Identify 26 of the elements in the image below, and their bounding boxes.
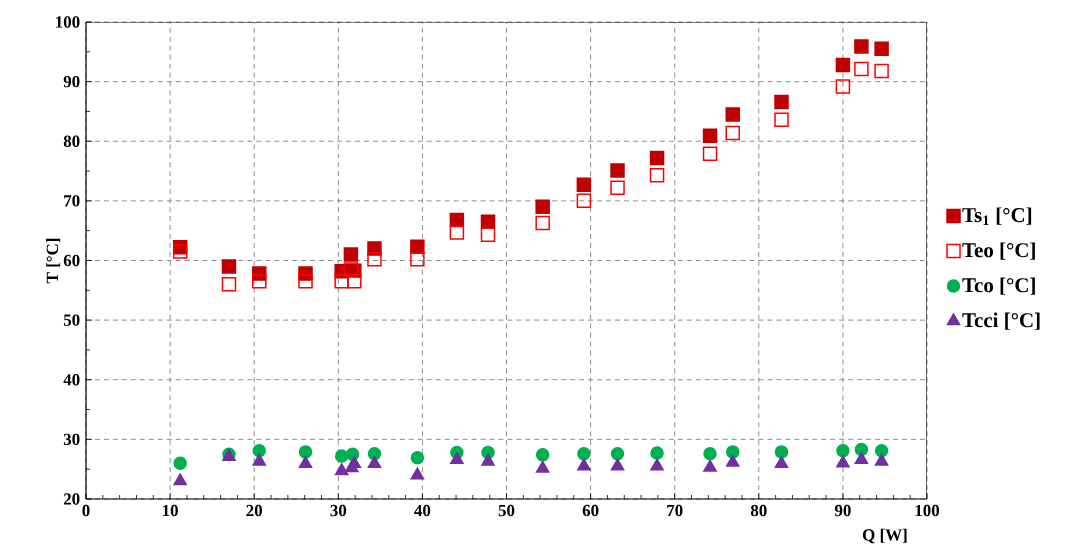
x-tick-label: 10: [163, 504, 178, 517]
x-axis-title: Q [W]: [862, 528, 907, 544]
y-tick-label: 100: [56, 16, 80, 28]
x-tick-label: 30: [330, 504, 347, 517]
x-tick-label: 70: [667, 504, 683, 517]
x-tick-label: 80: [750, 504, 767, 517]
x-tick-label: 40: [414, 504, 431, 517]
legend-label: Tco [°C]: [962, 277, 1035, 295]
y-tick-label: 70: [64, 195, 80, 207]
y-tick-label: 40: [63, 374, 80, 386]
y-tick-label: 50: [63, 314, 80, 326]
legend-label: Teo [°C]: [962, 242, 1035, 260]
x-tick-label: 90: [834, 504, 851, 517]
y-tick-label: 20: [63, 493, 80, 505]
y-tick-label: 80: [63, 135, 80, 147]
legend-label: Ts$_{1}$ [°C]: [962, 207, 1032, 226]
x-tick-label: 50: [498, 504, 515, 517]
x-tick-label: 60: [582, 504, 599, 517]
y-tick-label: 30: [63, 433, 80, 446]
x-tick-label: 20: [246, 504, 263, 517]
legend-label: Tcci [°C]: [962, 312, 1040, 330]
y-axis-title: T [°C]: [46, 238, 61, 284]
x-tick-label: 0: [82, 504, 90, 517]
y-tick-label: 90: [63, 75, 80, 88]
x-tick-label: 100: [915, 504, 940, 517]
y-tick-label: 60: [63, 254, 80, 267]
